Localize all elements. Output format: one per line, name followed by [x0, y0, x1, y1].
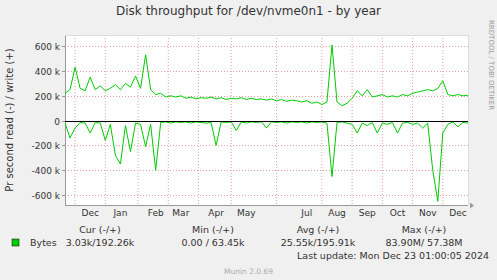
y-tick [62, 96, 65, 97]
x-tick-label: May [237, 208, 256, 218]
x-grid-line [412, 35, 413, 205]
x-grid-line [168, 35, 169, 205]
footer: Munin 2.0.69 [224, 267, 273, 276]
axis-arrow [470, 203, 474, 209]
x-tick-label: Nov [419, 208, 437, 218]
legend-label: Bytes [30, 237, 57, 248]
summary-header: Max (-/+) [402, 224, 447, 235]
y-tick [62, 121, 65, 122]
y-tick-label: -200 k [32, 141, 61, 151]
x-grid-line [105, 35, 106, 205]
plot-marks [65, 45, 468, 201]
x-grid-line [352, 35, 353, 205]
title: Disk throughput for /dev/nvme0n1 - by ye… [116, 4, 381, 18]
x-tick-label: Jan [112, 208, 127, 218]
y-axis-line [65, 35, 66, 205]
x-tick-label: Dec [81, 208, 98, 218]
plot-area [65, 35, 468, 205]
chart: Disk throughput for /dev/nvme0n1 - by ye… [0, 0, 497, 280]
y-tick [62, 195, 65, 196]
x-grid-line [321, 35, 322, 205]
y-grid-line [65, 145, 468, 146]
plot-top [65, 35, 468, 36]
y-tick [62, 46, 65, 47]
summary-cell: 83.90M/ 57.38M [385, 237, 462, 248]
y-grid-line [65, 195, 468, 196]
y-grid-line [65, 71, 468, 72]
x-grid-line [138, 35, 139, 205]
legend-swatch [12, 239, 19, 246]
y-tick [62, 145, 65, 146]
last-update: Last update: Mon Dec 23 01:00:05 2024 [297, 250, 489, 261]
watermark: RRDTOOL / TOBI OETIKER [487, 20, 495, 110]
x-tick-label: Feb [148, 208, 164, 218]
zero-line [65, 121, 468, 122]
summary-cell: 0.00 / 63.45k [181, 237, 245, 248]
y-grid-line [65, 46, 468, 47]
x-grid-line [198, 35, 199, 205]
y-tick-label: 400 k [35, 67, 61, 77]
x-grid-line [276, 35, 277, 205]
y-grid-line [65, 170, 468, 171]
series-line [65, 45, 468, 106]
x-axis-line [65, 205, 468, 206]
background [0, 0, 497, 280]
y-tick [62, 170, 65, 171]
y-tick-label: 600 k [35, 42, 61, 52]
summary-header: Min (-/+) [192, 224, 234, 235]
y-tick-label: -400 k [32, 166, 61, 176]
summary-cell: 25.55k/195.91k [281, 237, 356, 248]
summary-header: Avg (-/+) [297, 224, 340, 235]
y-axis-label: Pr second read (-) / write (+) [4, 48, 15, 191]
y-tick-label: 0 [54, 117, 60, 127]
series-line [65, 122, 468, 201]
y-tick-label: -600 k [32, 191, 61, 201]
x-grid-line [75, 35, 76, 205]
summary-header: Cur (-/+) [79, 224, 121, 235]
x-tick-label: Jul [300, 208, 312, 218]
x-grid-line [442, 35, 443, 205]
x-tick-label: Oct [390, 208, 406, 218]
x-tick-label: Dec [449, 208, 466, 218]
y-tick-label: 200 k [35, 92, 61, 102]
x-tick-label: Mar [172, 208, 189, 218]
x-tick-label: Aug [328, 208, 346, 218]
x-grid-line [382, 35, 383, 205]
x-tick-label: Apr [208, 208, 224, 218]
y-tick [62, 71, 65, 72]
x-grid-line [231, 35, 232, 205]
plot-right [468, 35, 469, 205]
x-tick-label: Sep [359, 208, 376, 218]
summary-cell: 3.03k/192.26k [66, 237, 135, 248]
